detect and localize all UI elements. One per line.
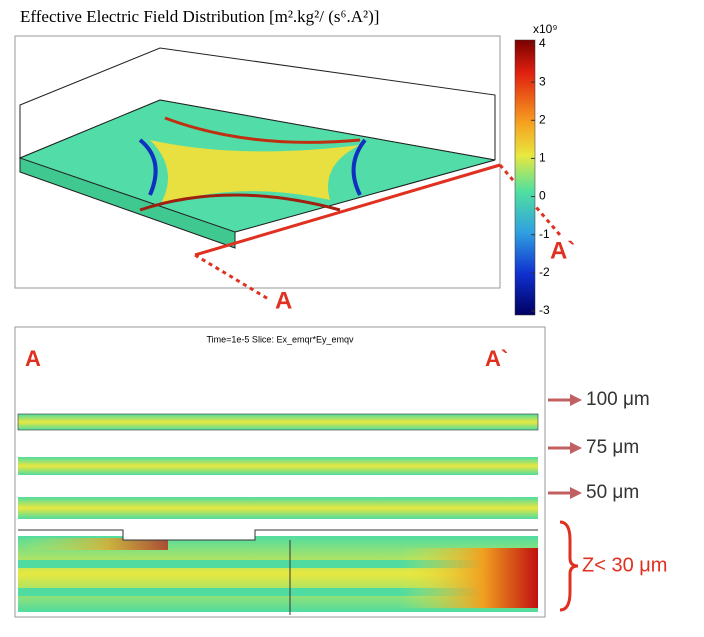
- depth-label: Z< 30 μm: [582, 554, 667, 576]
- colorbar-tick-label: -2: [539, 265, 550, 279]
- marker-label: A: [275, 287, 292, 314]
- arrow-head: [570, 442, 582, 454]
- marker-label: A`: [550, 237, 575, 264]
- level-label: 100 μm: [586, 389, 650, 410]
- gap: [123, 528, 255, 540]
- arrow-head: [570, 394, 582, 406]
- field-band: [18, 497, 538, 519]
- brace: [560, 522, 578, 610]
- colorbar-exponent: x10⁹: [533, 22, 558, 36]
- colorbar-tick-label: 2: [539, 112, 546, 126]
- figure: Effective Electric Field Distribution [m…: [0, 0, 704, 632]
- field-band: [18, 414, 538, 430]
- colorbar-tick-label: 0: [539, 189, 546, 203]
- colorbar: [515, 40, 535, 315]
- slice-header: Time=1e-5 Slice: Ex_emqr*Ey_emqv: [207, 334, 354, 344]
- colorbar-tick-label: 4: [539, 36, 546, 50]
- colorbar-tick-label: -1: [539, 227, 550, 241]
- colorbar-tick-label: 1: [539, 151, 546, 165]
- level-label: 75 μm: [586, 437, 639, 458]
- colorbar-tick-label: -3: [539, 303, 550, 317]
- field-band: [18, 457, 538, 475]
- field-hotspot: [400, 548, 538, 608]
- title: Effective Electric Field Distribution [m…: [20, 7, 379, 26]
- marker-label: A`: [485, 346, 508, 371]
- colorbar-tick-label: 3: [539, 74, 546, 88]
- arrow-head: [570, 487, 582, 499]
- level-label: 50 μm: [586, 482, 639, 503]
- marker-label: A: [25, 346, 41, 371]
